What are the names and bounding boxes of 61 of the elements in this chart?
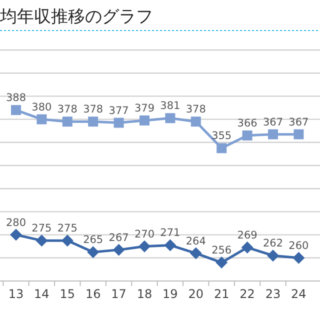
data-label: 367 <box>288 116 309 128</box>
point <box>242 130 252 140</box>
x-tick-label: 13 <box>8 287 24 301</box>
data-label: 377 <box>108 104 129 117</box>
data-label: 256 <box>212 244 232 257</box>
point <box>267 250 279 262</box>
data-label: 379 <box>134 102 155 114</box>
data-label: 366 <box>237 117 258 130</box>
x-tick-label: 19 <box>162 287 178 301</box>
data-label: 380 <box>32 101 52 114</box>
point <box>61 234 74 247</box>
data-label: 260 <box>288 240 309 252</box>
chart-title: 均年収推移のグラフ <box>0 7 153 27</box>
data-label: 265 <box>83 234 104 246</box>
data-label: 367 <box>262 116 284 128</box>
point <box>138 240 150 252</box>
data-label: 378 <box>186 104 206 116</box>
x-tick-label: 21 <box>214 287 230 301</box>
x-tick-label: 20 <box>188 287 204 301</box>
data-label: 264 <box>186 235 206 248</box>
point <box>62 116 72 127</box>
x-tick-label: 22 <box>240 287 255 301</box>
point <box>216 143 227 154</box>
data-label: 267 <box>108 232 129 244</box>
point <box>165 113 176 124</box>
data-label: 355 <box>212 130 232 142</box>
point <box>112 244 125 256</box>
x-tick-label: 18 <box>136 287 152 301</box>
x-tick-label: 15 <box>60 287 76 301</box>
point <box>88 116 98 127</box>
point <box>241 242 254 254</box>
data-label: 262 <box>262 238 284 250</box>
x-tick-label: 17 <box>111 287 126 301</box>
data-label: 280 <box>6 216 26 229</box>
data-label: 378 <box>83 104 104 116</box>
point <box>11 105 21 116</box>
data-label: 270 <box>134 228 155 240</box>
point <box>216 256 228 269</box>
point <box>114 118 124 128</box>
x-tick-label: 23 <box>265 287 281 301</box>
point <box>294 129 304 140</box>
point <box>36 114 47 124</box>
data-label: 269 <box>237 230 258 242</box>
x-tick-label: 24 <box>291 287 306 301</box>
data-label: 275 <box>32 222 52 235</box>
data-label: 381 <box>160 100 180 112</box>
point <box>190 116 201 127</box>
point <box>87 246 100 258</box>
data-label: 271 <box>160 227 180 240</box>
data-label: 275 <box>57 222 78 235</box>
data-label: 388 <box>6 92 26 104</box>
point <box>36 234 48 247</box>
point <box>140 115 150 126</box>
point <box>10 228 22 241</box>
data-label: 378 <box>57 104 78 116</box>
point <box>268 129 278 140</box>
point <box>164 239 176 252</box>
x-tick-label: 14 <box>34 287 50 301</box>
x-tick-label: 16 <box>85 287 101 301</box>
point <box>292 252 305 264</box>
point <box>190 247 202 260</box>
